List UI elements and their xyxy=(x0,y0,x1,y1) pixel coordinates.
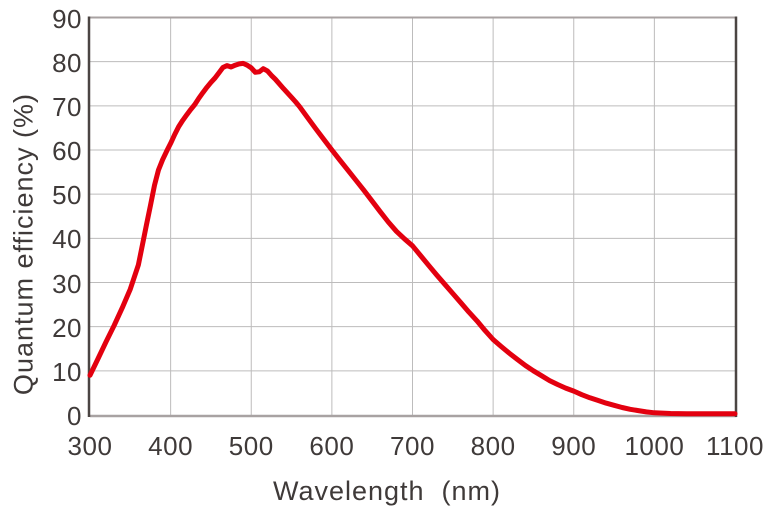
y-tick-label: 0 xyxy=(67,401,82,431)
x-tick-label: 700 xyxy=(390,431,435,461)
plot-frame xyxy=(87,16,738,418)
x-axis-title: Wavelength (nm) xyxy=(272,476,502,506)
x-tick-label: 900 xyxy=(551,431,597,461)
x-tick-label: 1000 xyxy=(624,431,685,461)
qe-curve xyxy=(87,60,738,417)
y-axis-title: Quantum efficiency (%) xyxy=(8,92,39,396)
y-tick-label: 80 xyxy=(52,47,82,78)
x-tick-label: 400 xyxy=(148,431,194,461)
y-tick-label: 40 xyxy=(52,224,82,255)
qe-curve-group xyxy=(87,60,738,417)
x-tick-label: 300 xyxy=(67,431,113,461)
gridlines xyxy=(90,17,735,415)
y-tick-label: 90 xyxy=(52,3,82,34)
y-tick-label: 20 xyxy=(52,312,82,343)
x-tick-label: 500 xyxy=(228,431,274,461)
y-tick-label: 70 xyxy=(52,91,82,122)
y-tick-label: 30 xyxy=(52,268,82,299)
x-tick-label: 600 xyxy=(309,431,355,461)
y-tick-label: 10 xyxy=(52,356,82,387)
x-tick-label: 1100 xyxy=(706,431,764,461)
y-tick-label: 50 xyxy=(52,180,82,211)
y-tick-label: 60 xyxy=(52,136,82,166)
x-tick-label: 800 xyxy=(470,431,516,461)
